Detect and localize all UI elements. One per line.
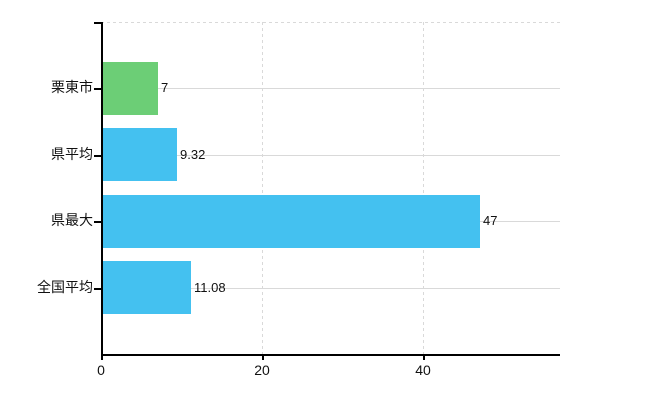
- y-axis-end-tick: [94, 22, 101, 24]
- x-axis-tick: [101, 355, 103, 360]
- vertical-gridline: [423, 22, 425, 354]
- value-label: 7: [161, 80, 169, 95]
- category-tick: [94, 155, 101, 157]
- category-tick: [94, 221, 101, 223]
- x-axis: [101, 354, 560, 356]
- value-label: 9.32: [180, 147, 206, 162]
- vertical-gridline: [262, 22, 264, 354]
- category-label: 全国平均: [37, 279, 93, 295]
- row-gridline: [101, 88, 560, 89]
- bar: [102, 62, 158, 115]
- x-tick-label: 0: [97, 362, 105, 378]
- top-gridline: [101, 22, 560, 23]
- category-tick: [94, 288, 101, 290]
- bar: [102, 128, 177, 181]
- value-label: 47: [483, 213, 498, 228]
- y-axis: [101, 22, 103, 355]
- category-tick: [94, 88, 101, 90]
- bar: [102, 261, 191, 314]
- category-label: 県平均: [51, 146, 93, 162]
- x-tick-label: 40: [415, 362, 431, 378]
- row-gridline: [101, 155, 560, 156]
- category-label: 県最大: [51, 212, 93, 228]
- bar: [102, 195, 480, 248]
- row-gridline: [101, 288, 560, 289]
- x-tick-label: 20: [254, 362, 270, 378]
- category-label: 栗東市: [51, 79, 93, 95]
- value-label: 11.08: [194, 280, 226, 295]
- x-axis-tick: [262, 355, 264, 360]
- x-axis-tick: [423, 355, 425, 360]
